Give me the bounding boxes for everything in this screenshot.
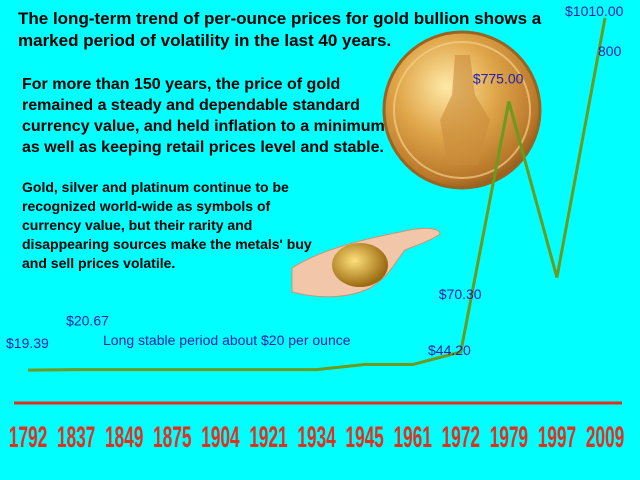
title: The long-term trend of per-ounce prices … [18,9,542,50]
x-tick-label: 1837 [57,421,95,454]
value-label: $1010.00 [565,3,624,19]
x-tick-label: 1979 [490,421,528,454]
coin-image [382,30,542,190]
x-tick-label: 1904 [201,421,240,454]
value-label: $19.39 [6,335,49,351]
annotation: 800 [598,43,622,59]
hand-image [291,227,441,298]
price-line [27,17,607,372]
paragraph: Gold, silver and platinum continue to be… [22,179,312,271]
paragraph: For more than 150 years, the price of go… [22,76,385,156]
x-tick-label: 1792 [9,421,47,454]
x-tick-label: 1934 [297,421,336,454]
value-label: $70.30 [439,286,482,302]
value-label: $20.67 [66,313,109,329]
x-tick-label: 1875 [153,421,191,454]
x-tick-label: 1997 [538,421,576,454]
x-tick-label: 2009 [586,421,624,454]
x-tick-label: 1961 [393,421,431,454]
annotation: Long stable period about $20 per ounce [103,332,351,348]
x-tick-label: 1945 [345,421,383,454]
x-tick-label: 1972 [442,421,480,454]
x-tick-label: 1849 [105,421,143,454]
x-tick-label: 1921 [249,421,287,454]
value-label: $775.00 [473,71,524,87]
annotation: $44.20 [428,342,471,358]
